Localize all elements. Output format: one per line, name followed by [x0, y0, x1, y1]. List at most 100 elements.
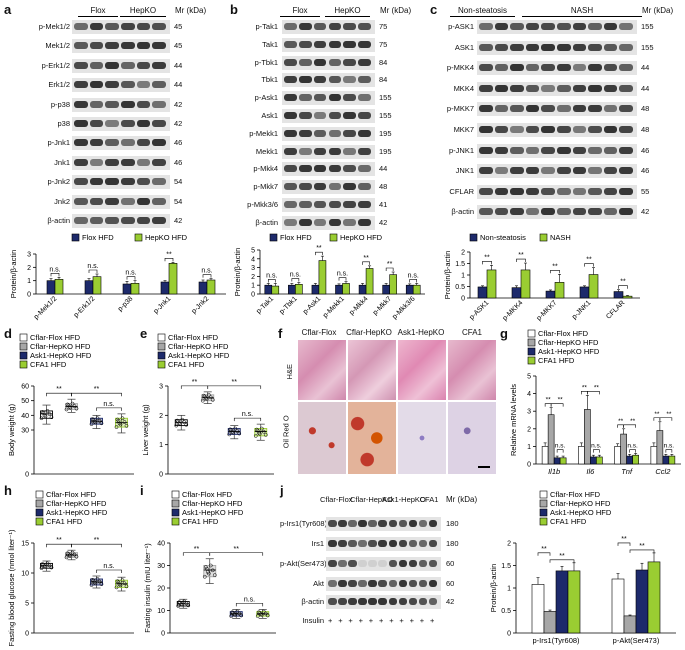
y-tick-label: 4 — [527, 391, 531, 398]
sig-label: n.s. — [290, 272, 301, 279]
sig-bracket — [96, 569, 122, 573]
blot-group-label: HepKO — [334, 6, 361, 15]
blot-band — [348, 580, 357, 587]
data-point — [40, 410, 45, 414]
y-tick-label: 5 — [251, 248, 255, 255]
bar — [46, 280, 56, 295]
sig-label: ** — [630, 418, 636, 425]
blot-band — [89, 81, 104, 89]
bar — [578, 446, 585, 465]
blot-band — [328, 112, 342, 119]
sig-label: n.s. — [555, 443, 566, 450]
sig-bracket — [550, 403, 564, 407]
blot-mw-label: 54 — [174, 196, 183, 206]
x-tick-label: p-MKK7 — [536, 299, 559, 322]
data-point — [115, 579, 120, 584]
sig-label: ** — [546, 397, 552, 404]
blot-band — [152, 120, 166, 127]
blot-band — [541, 187, 555, 195]
blot-band — [121, 120, 135, 127]
sig-bracket — [180, 385, 209, 389]
blot-band — [284, 112, 297, 119]
sig-bracket — [584, 263, 594, 267]
legend-swatch — [329, 233, 338, 242]
data-point — [89, 583, 94, 587]
sig-bracket — [587, 391, 600, 395]
blot-band — [603, 126, 618, 133]
blot-band — [74, 197, 88, 205]
sig-label: ** — [94, 386, 100, 393]
data-point — [178, 422, 183, 426]
blot-band — [313, 76, 327, 84]
sig-label: ** — [56, 537, 62, 544]
data-point — [124, 423, 129, 428]
sig-bracket — [659, 417, 673, 421]
blot-band — [298, 76, 312, 84]
legend-swatch — [539, 517, 548, 526]
legend-label: Cflar-Flox HFD — [550, 490, 601, 499]
insulin-mark: + — [379, 616, 384, 625]
blot-band — [368, 580, 377, 587]
legend-label: Ask1-HepKO HFD — [550, 508, 612, 517]
blot-mw-label: 155 — [641, 42, 654, 52]
blot-row-label: p-Mekk1 — [249, 128, 278, 138]
x-tick-label: p-ASK1 — [468, 299, 490, 321]
bar — [198, 281, 208, 295]
blot-band — [572, 64, 587, 72]
blot-band — [541, 208, 555, 216]
sig-label: n.s. — [266, 272, 277, 279]
mr-kda-label: Mr (kDa) — [380, 6, 412, 15]
panel-letter-g: g — [500, 326, 508, 341]
bar — [584, 409, 591, 465]
y-tick-label: 5 — [25, 601, 29, 608]
blot-band — [358, 40, 371, 48]
blot-band — [358, 218, 371, 226]
y-axis-label: Protein/β-actin — [9, 250, 18, 299]
sig-label: ** — [518, 252, 524, 259]
blot-strip — [477, 205, 637, 220]
blot-band — [105, 178, 119, 186]
blot-mw-label: 75 — [379, 39, 388, 49]
data-point — [72, 404, 77, 408]
x-tick-label: p-Mekk1 — [322, 295, 346, 319]
data-point — [99, 421, 104, 426]
sig-label: ** — [316, 245, 322, 252]
blot-band — [105, 42, 119, 50]
blot-band — [557, 64, 571, 72]
bar — [84, 280, 94, 295]
blot-band — [557, 167, 571, 175]
blot-band — [298, 112, 312, 119]
blot-band — [572, 126, 587, 133]
y-tick-label: 2 — [461, 250, 465, 257]
data-point — [263, 432, 268, 437]
data-point — [93, 581, 98, 586]
data-point — [114, 585, 119, 590]
blot-band — [328, 76, 342, 84]
blot-band — [510, 105, 524, 113]
blot-strip — [326, 517, 441, 531]
blot-panel-j: Cflar-Flox Cflar-HepKO Ask1-HepKO CFA1 Mr (k… — [280, 495, 480, 650]
blot-band — [343, 23, 357, 30]
data-point — [74, 406, 79, 411]
blot-row-label: p-Tak1 — [255, 22, 278, 31]
y-axis-label: Fasting blood glucose (nmol liter⁻¹) — [7, 529, 16, 646]
blot-mw-label: 48 — [641, 104, 650, 114]
data-point — [41, 411, 46, 415]
blot-row-label: JNK1 — [455, 166, 474, 176]
blot-band — [121, 217, 135, 224]
blot-band — [298, 94, 312, 102]
bar — [650, 446, 658, 465]
blot-band — [284, 94, 297, 102]
blot-band — [298, 23, 312, 30]
blot-band — [603, 208, 618, 216]
legend-label: CFA1 HFD — [168, 360, 205, 369]
data-point — [72, 552, 77, 557]
blot-mw-label: 44 — [174, 60, 183, 70]
blot-band — [328, 165, 342, 173]
blot-band — [541, 23, 555, 30]
blot-band — [388, 540, 398, 547]
bar — [168, 263, 178, 295]
data-point — [118, 422, 123, 427]
sig-label: n.s. — [242, 411, 253, 418]
blot-band — [388, 598, 398, 605]
